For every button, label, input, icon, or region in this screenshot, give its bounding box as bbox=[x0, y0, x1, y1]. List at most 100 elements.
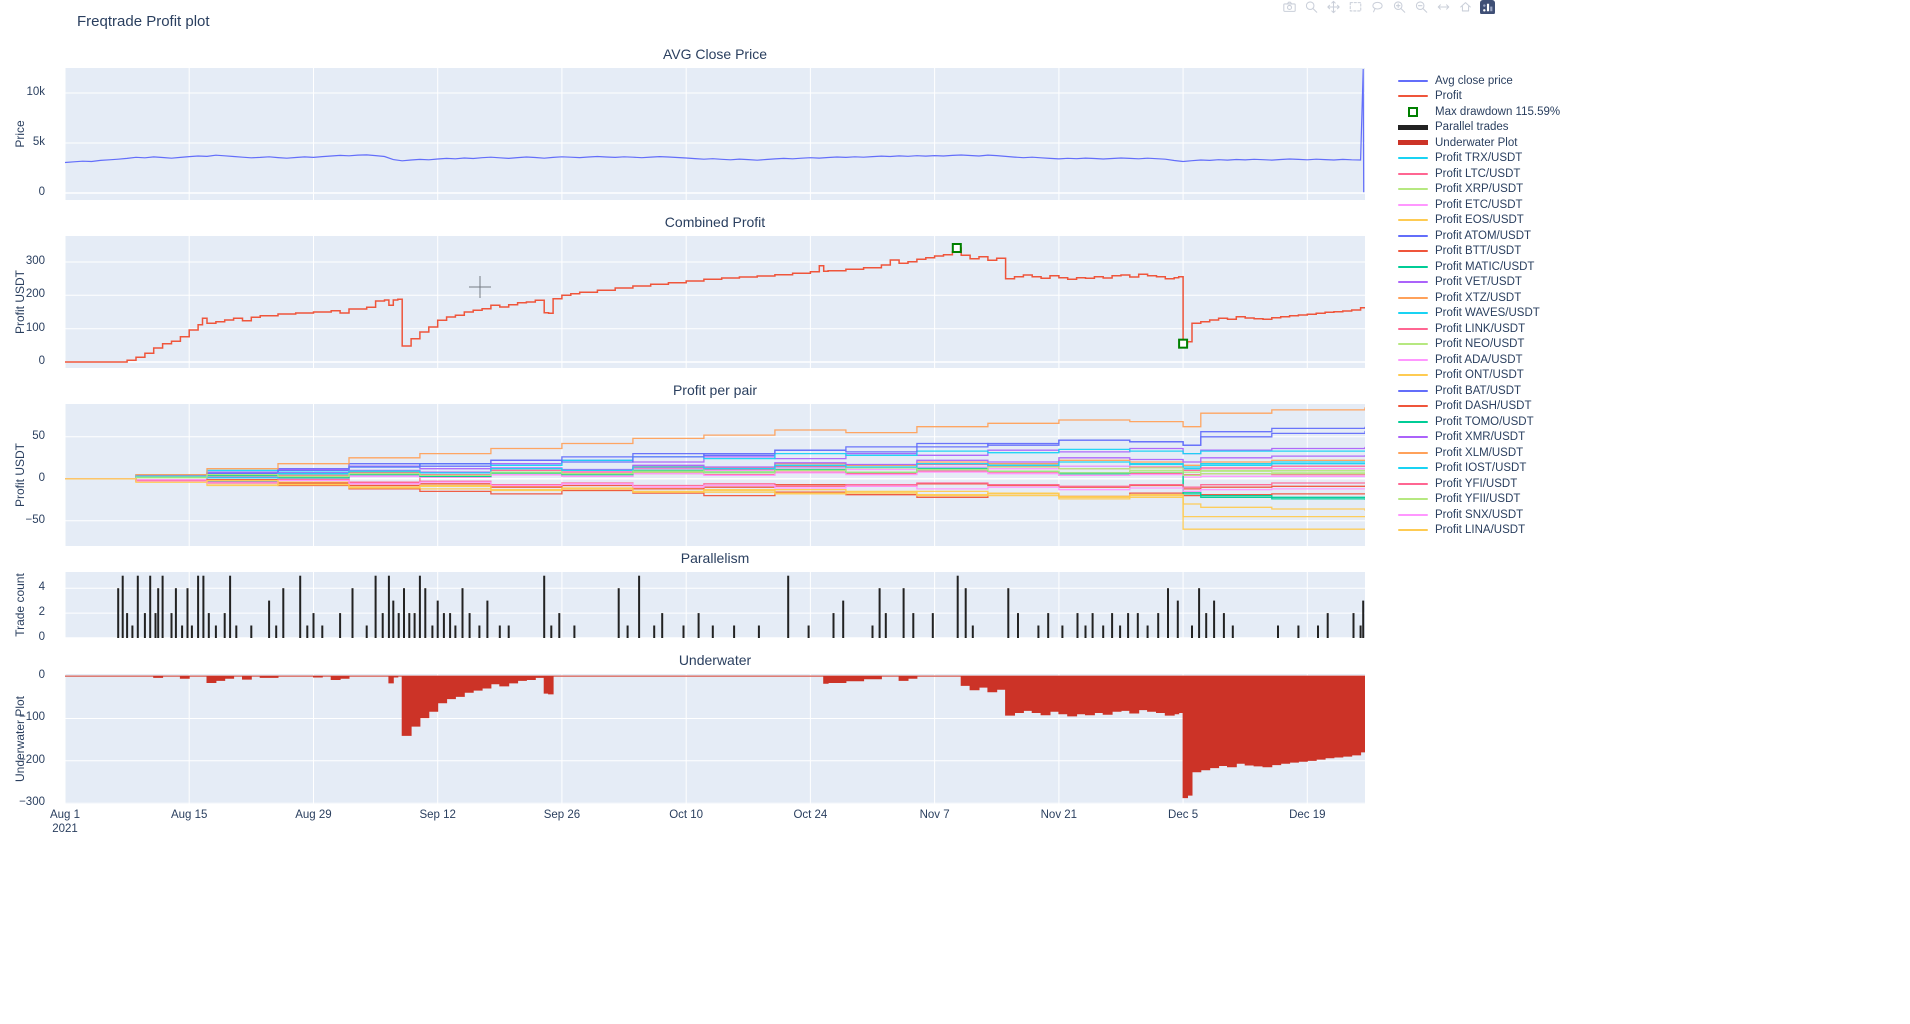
legend-item[interactable]: Profit NEO/USDT bbox=[1398, 337, 1560, 353]
legend-item[interactable]: Profit DASH/USDT bbox=[1398, 399, 1560, 415]
pan-icon[interactable] bbox=[1322, 0, 1344, 14]
legend-item[interactable]: Profit VET/USDT bbox=[1398, 275, 1560, 291]
legend-item[interactable]: Profit ATOM/USDT bbox=[1398, 228, 1560, 244]
legend-item[interactable]: Profit XLM/USDT bbox=[1398, 445, 1560, 461]
y-tick-label: 300 bbox=[25, 255, 45, 267]
legend-label: Profit VET/USDT bbox=[1435, 276, 1522, 289]
legend-swatch-icon bbox=[1398, 405, 1428, 408]
legend-item[interactable]: Profit ETC/USDT bbox=[1398, 197, 1560, 213]
box-select-icon[interactable] bbox=[1344, 0, 1366, 14]
legend-item[interactable]: Profit BAT/USDT bbox=[1398, 383, 1560, 399]
legend-label: Profit YFII/USDT bbox=[1435, 493, 1521, 506]
zoom-icon[interactable] bbox=[1300, 0, 1322, 14]
y-tick-label: 0 bbox=[38, 471, 45, 484]
y-tick-label: 2 bbox=[38, 606, 45, 619]
plot-area-price[interactable] bbox=[65, 68, 1365, 200]
legend-item[interactable]: Profit ONT/USDT bbox=[1398, 368, 1560, 384]
legend-swatch-icon bbox=[1398, 467, 1428, 470]
legend-label: Profit XTZ/USDT bbox=[1435, 291, 1522, 304]
legend-item[interactable]: Profit LINK/USDT bbox=[1398, 321, 1560, 337]
zoom-out-icon[interactable] bbox=[1410, 0, 1432, 14]
legend-label: Profit DASH/USDT bbox=[1435, 400, 1532, 413]
subplot-title-parallel: Parallelism bbox=[680, 550, 750, 566]
legend-item[interactable]: Parallel trades bbox=[1398, 120, 1560, 136]
x-tick-label: Aug 29 bbox=[295, 809, 332, 821]
legend-swatch-icon bbox=[1398, 436, 1428, 439]
legend-swatch-icon bbox=[1398, 374, 1428, 377]
legend-item[interactable]: Profit YFI/USDT bbox=[1398, 476, 1560, 492]
plot-area-pairs[interactable] bbox=[65, 404, 1365, 546]
legend-label: Profit ETC/USDT bbox=[1435, 198, 1523, 211]
x-tick-sublabel: 2021 bbox=[52, 823, 78, 835]
plot-area-profit[interactable] bbox=[65, 236, 1365, 368]
legend-item[interactable]: Avg close price bbox=[1398, 73, 1560, 89]
legend-label: Profit MATIC/USDT bbox=[1435, 260, 1535, 273]
legend-swatch-icon bbox=[1398, 343, 1428, 346]
legend-swatch-icon bbox=[1398, 513, 1428, 516]
legend-swatch-icon bbox=[1398, 498, 1428, 501]
zoom-in-icon[interactable] bbox=[1388, 0, 1410, 14]
legend-label: Profit IOST/USDT bbox=[1435, 462, 1527, 475]
x-tick-label: Nov 7 bbox=[919, 809, 950, 821]
page-title: Freqtrade Profit plot bbox=[77, 13, 210, 30]
legend-swatch-icon bbox=[1398, 106, 1428, 117]
legend-swatch-icon bbox=[1398, 234, 1428, 237]
subplot-title-pairs: Profit per pair bbox=[672, 382, 758, 398]
legend-item[interactable]: Profit IOST/USDT bbox=[1398, 461, 1560, 477]
plotly-logo-icon[interactable] bbox=[1476, 0, 1498, 14]
legend-item[interactable]: Max drawdown 115.59% bbox=[1398, 104, 1560, 120]
legend-item[interactable]: Profit SNX/USDT bbox=[1398, 507, 1560, 523]
legend-item[interactable]: Underwater Plot bbox=[1398, 135, 1560, 151]
legend-label: Profit ONT/USDT bbox=[1435, 369, 1524, 382]
legend-label: Profit LTC/USDT bbox=[1435, 167, 1521, 180]
legend-item[interactable]: Profit XTZ/USDT bbox=[1398, 290, 1560, 306]
legend-swatch-icon bbox=[1398, 312, 1428, 315]
y-tick-label: 0 bbox=[38, 355, 45, 367]
plot-area-parallel[interactable] bbox=[65, 572, 1365, 638]
legend-swatch-icon bbox=[1398, 529, 1428, 532]
y-tick-label: 4 bbox=[38, 581, 45, 594]
legend-item[interactable]: Profit LTC/USDT bbox=[1398, 166, 1560, 182]
lasso-icon[interactable] bbox=[1366, 0, 1388, 14]
legend-item[interactable]: Profit LINA/USDT bbox=[1398, 523, 1560, 539]
autoscale-icon[interactable] bbox=[1432, 0, 1454, 14]
y-tick-label: 50 bbox=[32, 429, 45, 442]
legend-label: Profit bbox=[1435, 90, 1462, 103]
legend-swatch-icon bbox=[1398, 203, 1428, 206]
legend-item[interactable]: Profit YFII/USDT bbox=[1398, 492, 1560, 508]
reset-axes-icon[interactable] bbox=[1454, 0, 1476, 14]
legend-item[interactable]: Profit WAVES/USDT bbox=[1398, 306, 1560, 322]
legend-item[interactable]: Profit XRP/USDT bbox=[1398, 182, 1560, 198]
legend-swatch-icon bbox=[1398, 172, 1428, 175]
legend: Avg close price Profit Max drawdown 115.59… bbox=[1398, 73, 1560, 538]
y-tick-label: 0 bbox=[38, 186, 45, 198]
x-tick-label: Sep 12 bbox=[419, 809, 456, 821]
y-tick-label: 0 bbox=[38, 631, 45, 643]
legend-swatch-icon bbox=[1398, 140, 1428, 146]
legend-swatch-icon bbox=[1398, 250, 1428, 253]
y-tick-label: 5k bbox=[32, 136, 45, 148]
legend-swatch-icon bbox=[1398, 188, 1428, 191]
legend-swatch-icon bbox=[1398, 95, 1428, 98]
legend-item[interactable]: Profit EOS/USDT bbox=[1398, 213, 1560, 229]
legend-item[interactable]: Profit ADA/USDT bbox=[1398, 352, 1560, 368]
legend-item[interactable]: Profit BTT/USDT bbox=[1398, 244, 1560, 260]
legend-label: Profit LINK/USDT bbox=[1435, 322, 1526, 335]
legend-label: Profit BTT/USDT bbox=[1435, 245, 1522, 258]
y-tick-label: −50 bbox=[25, 513, 45, 526]
camera-icon[interactable] bbox=[1278, 0, 1300, 14]
legend-item[interactable]: Profit TOMO/USDT bbox=[1398, 414, 1560, 430]
legend-swatch-icon bbox=[1398, 451, 1428, 454]
legend-item[interactable]: Profit XMR/USDT bbox=[1398, 430, 1560, 446]
legend-swatch-icon bbox=[1398, 219, 1428, 222]
y-tick-label: 200 bbox=[25, 288, 45, 301]
legend-label: Profit SNX/USDT bbox=[1435, 508, 1524, 521]
y-tick-label: −100 bbox=[19, 711, 45, 724]
plot-area-under[interactable] bbox=[65, 674, 1365, 804]
legend-item[interactable]: Profit TRX/USDT bbox=[1398, 151, 1560, 167]
legend-swatch-icon bbox=[1398, 420, 1428, 423]
legend-item[interactable]: Profit bbox=[1398, 89, 1560, 105]
y-tick-label: −200 bbox=[19, 753, 45, 766]
legend-swatch-icon bbox=[1398, 482, 1428, 485]
legend-item[interactable]: Profit MATIC/USDT bbox=[1398, 259, 1560, 275]
